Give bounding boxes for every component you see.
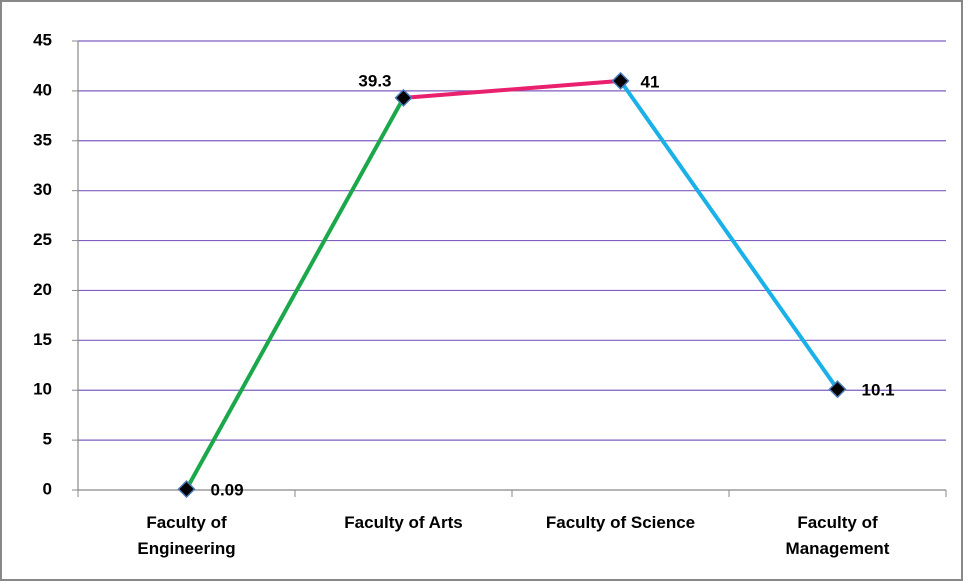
line-segment bbox=[401, 78, 623, 100]
y-tick-label: 35 bbox=[33, 130, 52, 149]
y-tick-label: 0 bbox=[43, 479, 52, 498]
y-tick-label: 40 bbox=[33, 80, 52, 99]
x-tick-label: Faculty of Management bbox=[785, 513, 890, 558]
y-tick-label: 15 bbox=[33, 330, 52, 349]
line-segment bbox=[618, 78, 840, 392]
data-label: 0.09 bbox=[211, 481, 244, 500]
x-tick-label: Faculty of Arts bbox=[344, 513, 463, 532]
y-tick-label: 25 bbox=[33, 230, 52, 249]
y-tick-label: 10 bbox=[33, 380, 52, 399]
marker bbox=[611, 71, 630, 90]
y-tick-label: 30 bbox=[33, 180, 52, 199]
x-tick-label: Faculty of Engineering bbox=[137, 513, 236, 558]
data-label: 41 bbox=[641, 72, 660, 91]
marker bbox=[828, 380, 847, 399]
marker bbox=[177, 480, 196, 499]
line-segment bbox=[184, 95, 406, 492]
y-tick-label: 5 bbox=[43, 430, 52, 449]
data-label: 39.3 bbox=[358, 71, 391, 90]
y-tick-label: 45 bbox=[33, 30, 52, 49]
marker bbox=[394, 88, 413, 107]
x-tick-label: Faculty of Science bbox=[545, 513, 696, 532]
y-tick-label: 20 bbox=[33, 280, 52, 299]
data-label: 10.1 bbox=[862, 381, 895, 400]
